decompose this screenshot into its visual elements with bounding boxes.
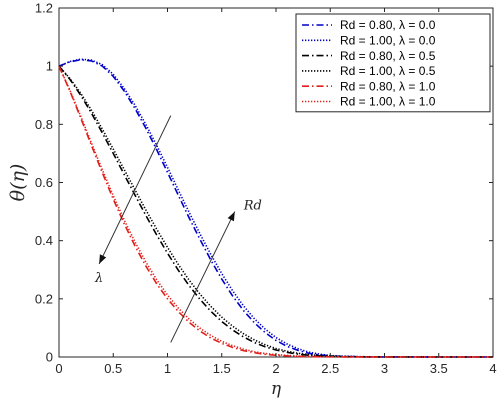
x-tick-label: 2.5 (321, 361, 339, 376)
x-axis-label: η (271, 379, 282, 399)
y-tick-label: 0.8 (35, 117, 53, 132)
x-tick-label: 1 (164, 361, 171, 376)
x-tick-label: 3 (381, 361, 388, 376)
annotation-arrow-line (170, 211, 236, 343)
legend: Rd = 0.80, λ = 0.0Rd = 1.00, λ = 0.0Rd =… (295, 13, 491, 113)
legend-label: Rd = 0.80, λ = 0.5 (340, 49, 436, 63)
annotation-arrow-line (98, 115, 172, 265)
annotation-label: Rd (243, 199, 262, 214)
legend-label: Rd = 1.00, λ = 0.5 (340, 64, 436, 78)
annotation-label: λ (94, 271, 103, 286)
y-tick-label: 0.6 (35, 175, 53, 190)
y-axis-label: θ(η) (7, 164, 29, 202)
series-line-1 (58, 58, 493, 358)
legend-label: Rd = 1.00, λ = 0.0 (340, 34, 436, 48)
x-tick-label: 0.5 (104, 361, 122, 376)
series-line-6 (58, 65, 493, 358)
y-tick-label: 0.4 (35, 233, 53, 248)
legend-label: Rd = 1.00, λ = 1.0 (340, 95, 436, 109)
x-tick-label: 4 (489, 361, 496, 376)
y-tick-label: 1 (46, 59, 53, 74)
axes: 0 0.5 1 1.5 2 2.5 3 3.5 4 0 0.2 0.4 0.6 0.8 1 1.2 η θ(η) (7, 1, 497, 400)
series-line-3 (58, 65, 493, 358)
series-line-4 (58, 65, 493, 358)
legend-label: Rd = 0.80, λ = 0.0 (340, 18, 436, 32)
y-tick-label: 0.2 (35, 291, 53, 306)
y-tick-label: 0 (46, 350, 53, 365)
annotation-arrow-head (227, 211, 235, 222)
y-tick-label: 1.2 (35, 1, 53, 16)
x-tick-label: 1.5 (213, 361, 231, 376)
legend-box (295, 13, 491, 113)
annotations: λ Rd (94, 115, 262, 343)
x-tick-label: 0 (55, 361, 62, 376)
x-tick-label: 2 (272, 361, 279, 376)
annotation-arrow-head (99, 254, 107, 264)
x-tick-label: 3.5 (430, 361, 448, 376)
legend-label: Rd = 0.80, λ = 1.0 (340, 79, 436, 93)
